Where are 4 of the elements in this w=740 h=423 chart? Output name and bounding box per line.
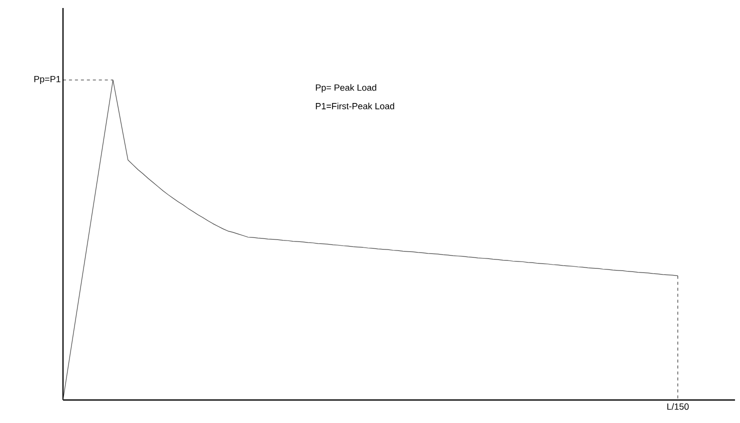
text: Pp=P1 <box>34 76 60 84</box>
annotation: P1=First-Peak Load <box>316 102 394 110</box>
annotation: Pp= Peak Load <box>316 84 376 93</box>
text: L/150 <box>667 403 689 410</box>
